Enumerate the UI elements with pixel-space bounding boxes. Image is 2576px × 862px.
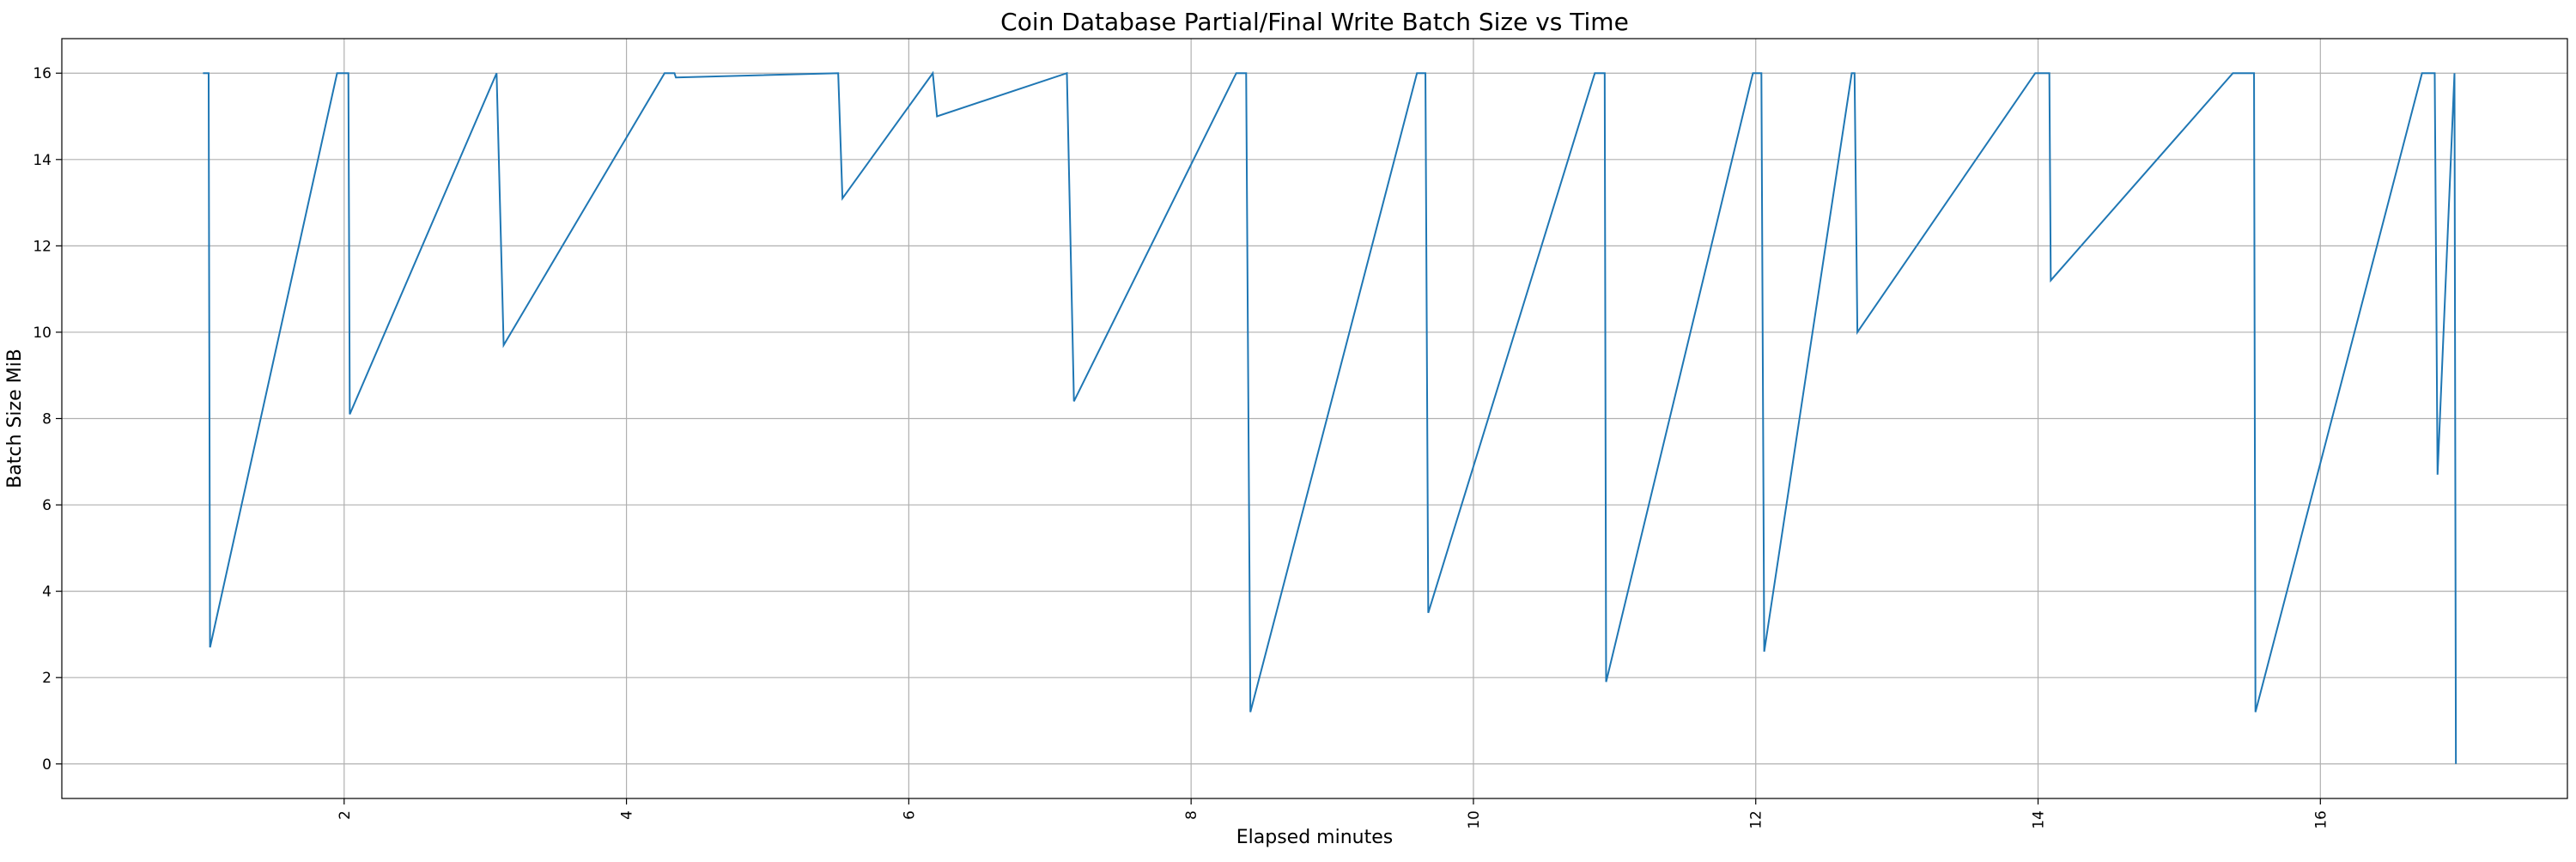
x-axis-title: Elapsed minutes xyxy=(1236,827,1393,848)
y-tick-label: 2 xyxy=(42,670,52,687)
chart-title: Coin Database Partial/Final Write Batch … xyxy=(1000,8,1629,36)
x-tick-label: 6 xyxy=(901,810,918,820)
y-tick-label: 8 xyxy=(42,411,52,428)
x-axis-ticks: 2 4 6 8 10 12 14 16 xyxy=(337,798,2330,829)
y-tick-label: 0 xyxy=(42,756,52,774)
series-line xyxy=(203,70,2458,764)
x-tick-label: 2 xyxy=(337,810,354,820)
y-tick-label: 10 xyxy=(33,325,52,342)
x-tick-label: 14 xyxy=(2031,810,2048,829)
x-tick-label: 8 xyxy=(1183,810,1200,820)
y-tick-label: 16 xyxy=(33,65,52,82)
y-tick-label: 12 xyxy=(33,238,52,255)
x-tick-label: 16 xyxy=(2312,810,2330,829)
series-layer xyxy=(203,70,2458,764)
y-tick-label: 14 xyxy=(33,152,52,169)
x-tick-label: 4 xyxy=(619,810,636,820)
grid-lines xyxy=(62,39,2567,798)
y-tick-label: 6 xyxy=(42,497,52,514)
y-axis-ticks: 0 2 4 6 8 10 12 14 16 xyxy=(33,65,62,774)
y-axis-title: Batch Size MiB xyxy=(4,349,26,489)
x-tick-label: 10 xyxy=(1466,810,1483,829)
x-tick-label: 12 xyxy=(1748,810,1765,829)
y-tick-label: 4 xyxy=(42,584,52,601)
